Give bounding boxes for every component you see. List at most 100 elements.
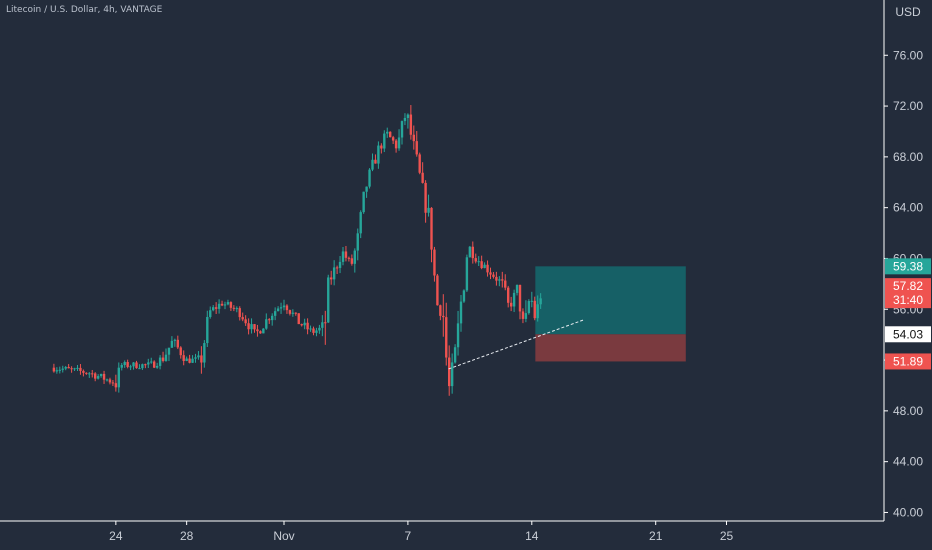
- candle-body: [61, 368, 64, 370]
- candle-body: [394, 140, 398, 149]
- candle-body: [338, 261, 342, 268]
- candle-body: [536, 304, 539, 319]
- candle-body: [158, 357, 162, 366]
- candle-body: [167, 347, 171, 355]
- candle-body: [530, 300, 533, 302]
- candle-body: [353, 250, 356, 264]
- candle-body: [445, 317, 448, 358]
- candle-body: [400, 121, 404, 138]
- candle-body: [223, 304, 227, 306]
- candle-body: [294, 312, 297, 314]
- candle-body: [356, 233, 359, 251]
- trendline[interactable]: [448, 318, 586, 370]
- price-tick-label: 44.00: [893, 455, 923, 469]
- candle-body: [368, 169, 371, 187]
- price-tick-label: 72.00: [893, 99, 923, 113]
- candle-body: [512, 292, 516, 307]
- candle-body: [161, 357, 165, 361]
- candle-body: [147, 362, 150, 365]
- price-tick-label: 76.00: [893, 48, 923, 62]
- target-zone[interactable]: [535, 266, 686, 335]
- candle-body: [144, 364, 147, 366]
- candle-body: [58, 369, 61, 371]
- candle-body: [253, 324, 256, 330]
- candle-body: [209, 310, 212, 317]
- candle-body: [518, 284, 522, 312]
- time-tick-label: 25: [720, 529, 734, 543]
- candle-body: [318, 327, 321, 331]
- candle-body: [450, 362, 454, 387]
- candle-body: [129, 366, 132, 368]
- candle-body: [217, 303, 221, 309]
- candle-body: [238, 308, 241, 318]
- candle-body: [212, 307, 215, 311]
- candle-body: [486, 264, 489, 273]
- candle-body: [155, 365, 159, 368]
- candle-body: [309, 328, 312, 330]
- candle-body: [324, 322, 327, 324]
- candle-body: [412, 134, 415, 142]
- candle-body: [220, 303, 224, 306]
- candle-body: [73, 368, 76, 370]
- candle-body: [427, 207, 430, 213]
- candle-body: [527, 301, 531, 314]
- candle-body: [285, 305, 289, 311]
- candle-body: [430, 207, 433, 250]
- candle-body: [108, 379, 112, 383]
- candle-body: [344, 251, 348, 258]
- candle-body: [297, 313, 300, 325]
- candle-body: [247, 323, 250, 330]
- candle-body: [448, 357, 451, 387]
- candle-body: [150, 361, 153, 363]
- candle-body: [94, 373, 97, 379]
- candle-body: [64, 366, 67, 369]
- price-label-stop: 51.89: [893, 354, 923, 368]
- candle-body: [371, 159, 374, 170]
- time-tick-label: 24: [109, 529, 123, 543]
- candle-body: [288, 310, 292, 314]
- price-tick-label: 68.00: [893, 150, 923, 164]
- candle-body: [418, 154, 421, 173]
- candle-body: [70, 368, 73, 370]
- candle-body: [291, 312, 295, 314]
- candle-body: [141, 364, 144, 369]
- candle-body: [477, 261, 480, 263]
- candle-body: [380, 145, 383, 149]
- candle-body: [515, 284, 519, 293]
- candle-body: [82, 370, 85, 373]
- candle-body: [504, 280, 507, 288]
- candle-body: [330, 277, 333, 280]
- candle-body: [194, 357, 197, 359]
- stop-zone[interactable]: [535, 334, 686, 362]
- candle-body: [203, 343, 206, 363]
- candle-body: [521, 311, 525, 319]
- candle-body: [409, 114, 413, 135]
- price-label-target: 59.38: [893, 259, 923, 273]
- time-tick-label: Nov: [273, 529, 294, 543]
- candle-body: [259, 331, 262, 334]
- candle-body: [377, 145, 380, 164]
- candle-body: [362, 191, 365, 213]
- candle-body: [265, 319, 268, 329]
- candle-body: [471, 246, 474, 259]
- price-tick-label: 64.00: [893, 201, 923, 215]
- candle-body: [117, 367, 120, 388]
- candle-body: [332, 267, 336, 280]
- candle-body: [282, 305, 286, 308]
- candle-body: [315, 330, 318, 333]
- candle-body: [153, 361, 156, 368]
- candle-body: [453, 347, 457, 363]
- candle-body: [347, 257, 351, 259]
- candle-body: [206, 316, 209, 344]
- candle-body: [341, 251, 345, 262]
- candle-body: [241, 317, 244, 320]
- candle-body: [188, 358, 191, 363]
- candle-body: [123, 362, 126, 366]
- candle-body: [138, 368, 141, 370]
- candle-body: [271, 315, 274, 321]
- candle-body: [495, 276, 498, 281]
- candle-body: [312, 328, 315, 333]
- candle-body: [96, 376, 100, 379]
